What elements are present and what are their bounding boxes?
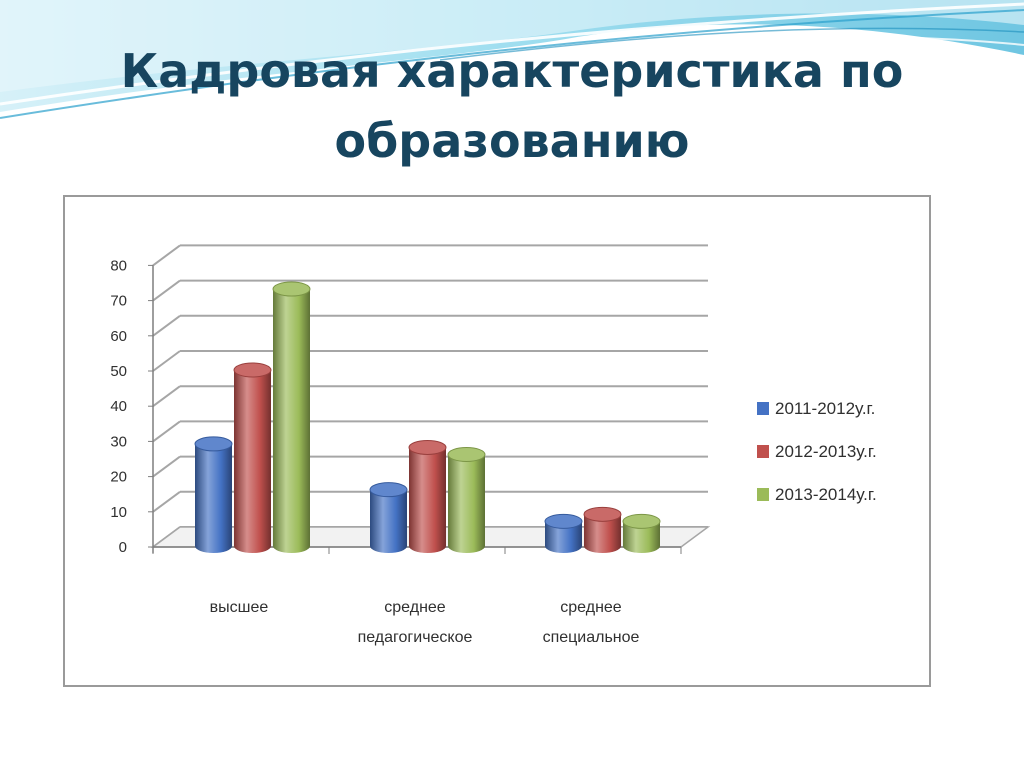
slide-title-line-1: Кадровая характеристика по [120,44,904,98]
bar [583,506,622,553]
gridline-side [152,279,181,302]
y-tick-label: 50 [110,363,127,380]
bar-chart: 0 10 20 30 40 50 60 70 80 высшее среднее педагогиче… [110,244,877,646]
bar-top [544,513,583,529]
slide-title: Кадровая характеристика по образованию [0,36,1024,176]
bar [369,482,408,553]
bar [544,513,583,553]
chart-frame: 0 10 20 30 40 50 60 70 80 высшее среднее педагогиче… [63,195,931,687]
legend-swatch [757,402,769,415]
y-tick-label: 20 [110,469,127,486]
legend-label: 2012-2013у.г. [775,442,877,461]
y-tick-label: 70 [110,293,127,310]
x-category-label: высшее [210,599,269,616]
bar [194,436,233,553]
legend-swatch [757,488,769,501]
bar-body [195,443,232,553]
bar [233,362,272,553]
gridline-side [152,385,181,408]
bar [447,446,486,553]
bar-body [273,289,310,553]
legend-item: 2013-2014у.г. [757,485,877,504]
y-tick-label: 40 [110,398,127,415]
decorative-wave-header [0,0,1024,119]
legend-label: 2013-2014у.г. [775,485,877,504]
y-tick-label: 10 [110,504,127,521]
y-tick-label: 30 [110,433,127,450]
x-category-label: специальное [543,629,640,646]
bar [272,281,311,553]
bar-body [584,514,621,553]
gridline-side [152,420,181,443]
legend-label: 2011-2012у.г. [775,399,875,418]
bar-top [272,281,311,297]
x-category-label: среднее [560,599,622,616]
bar-body [545,521,582,553]
legend-item: 2012-2013у.г. [757,442,877,461]
bar [622,513,661,553]
gridline-side [152,455,181,478]
bar-top [583,506,622,522]
gridline-side [152,490,181,513]
y-tick-label: 60 [110,328,127,345]
bar-body [409,447,446,553]
bar-top [622,513,661,529]
bar-top [447,446,486,462]
bar-top [233,362,272,378]
bar-top [194,436,233,452]
gridline-side [152,350,181,372]
bar-body [448,454,485,553]
slide-title-line-2: образованию [334,114,690,168]
bar-body [234,370,271,553]
bar-top [369,482,408,498]
bar-body [623,521,660,553]
y-tick-label: 80 [110,257,127,274]
gridline-side [152,244,181,267]
x-category-label: педагогическое [358,629,473,646]
legend-swatch [757,445,769,458]
x-category-label: среднее [384,599,446,616]
y-tick-label: 0 [119,539,127,556]
gridline-side [152,314,181,337]
bar [408,439,447,553]
bar-top [408,439,447,455]
bar-body [370,489,407,553]
legend-item: 2011-2012у.г. [757,399,875,418]
